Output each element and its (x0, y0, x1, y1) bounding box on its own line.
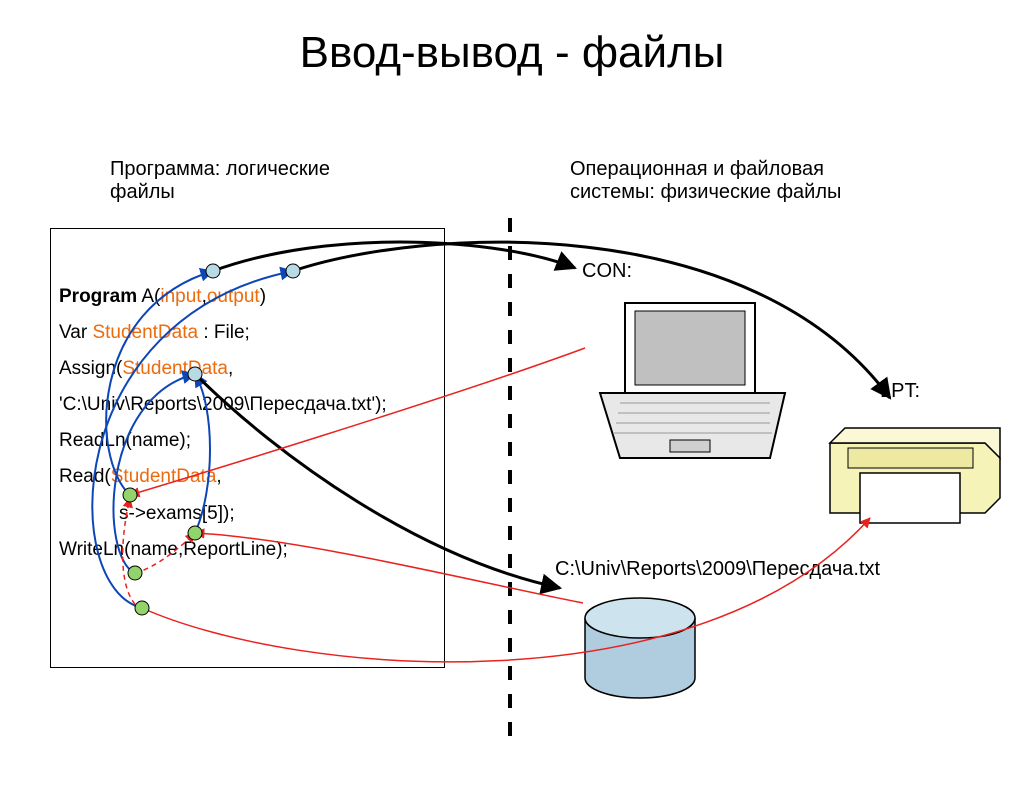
code-line-5: ReadLn(name); (59, 423, 444, 459)
code-line-1: Program A(input,output) (59, 279, 444, 315)
code-line-8: WriteLn(name,ReportLine); (59, 532, 444, 568)
txt: Read( (59, 466, 111, 487)
id-sd3: StudentData (111, 466, 217, 487)
txt: Var (59, 322, 92, 343)
id-sd2: StudentData (122, 358, 228, 379)
id-input: input (160, 286, 201, 307)
code-line-7: s->exams[5]); (59, 496, 444, 532)
txt: ) (260, 286, 266, 307)
code-line-4: 'C:\Univ\Reports\2009\Пересдача.txt'); (59, 387, 444, 423)
code-line-2: Var StudentData : File; (59, 315, 444, 351)
printer-icon (830, 428, 1000, 523)
txt: Assign( (59, 358, 122, 379)
txt: , (216, 466, 221, 487)
label-lpt: LPT: (880, 380, 920, 403)
label-con: CON: (582, 260, 632, 283)
id-output: output (207, 286, 260, 307)
id-sd1: StudentData (92, 322, 198, 343)
txt: A( (137, 286, 160, 307)
code-line-3: Assign(StudentData, (59, 351, 444, 387)
code-line-6: Read(StudentData, (59, 459, 444, 495)
subtitle-logical: Программа: логические файлы (110, 158, 370, 204)
page-title: Ввод-вывод - файлы (0, 28, 1024, 78)
code-box: Program A(input,output) Var StudentData … (50, 228, 445, 668)
label-filepath: C:\Univ\Reports\2009\Пересдача.txt (555, 558, 880, 581)
kw-program: Program (59, 286, 137, 307)
database-icon (585, 598, 695, 698)
txt: , (228, 358, 233, 379)
subtitle-physical: Операционная и файловая системы: физичес… (570, 158, 890, 204)
txt: : File; (198, 322, 250, 343)
laptop-icon (600, 303, 785, 458)
